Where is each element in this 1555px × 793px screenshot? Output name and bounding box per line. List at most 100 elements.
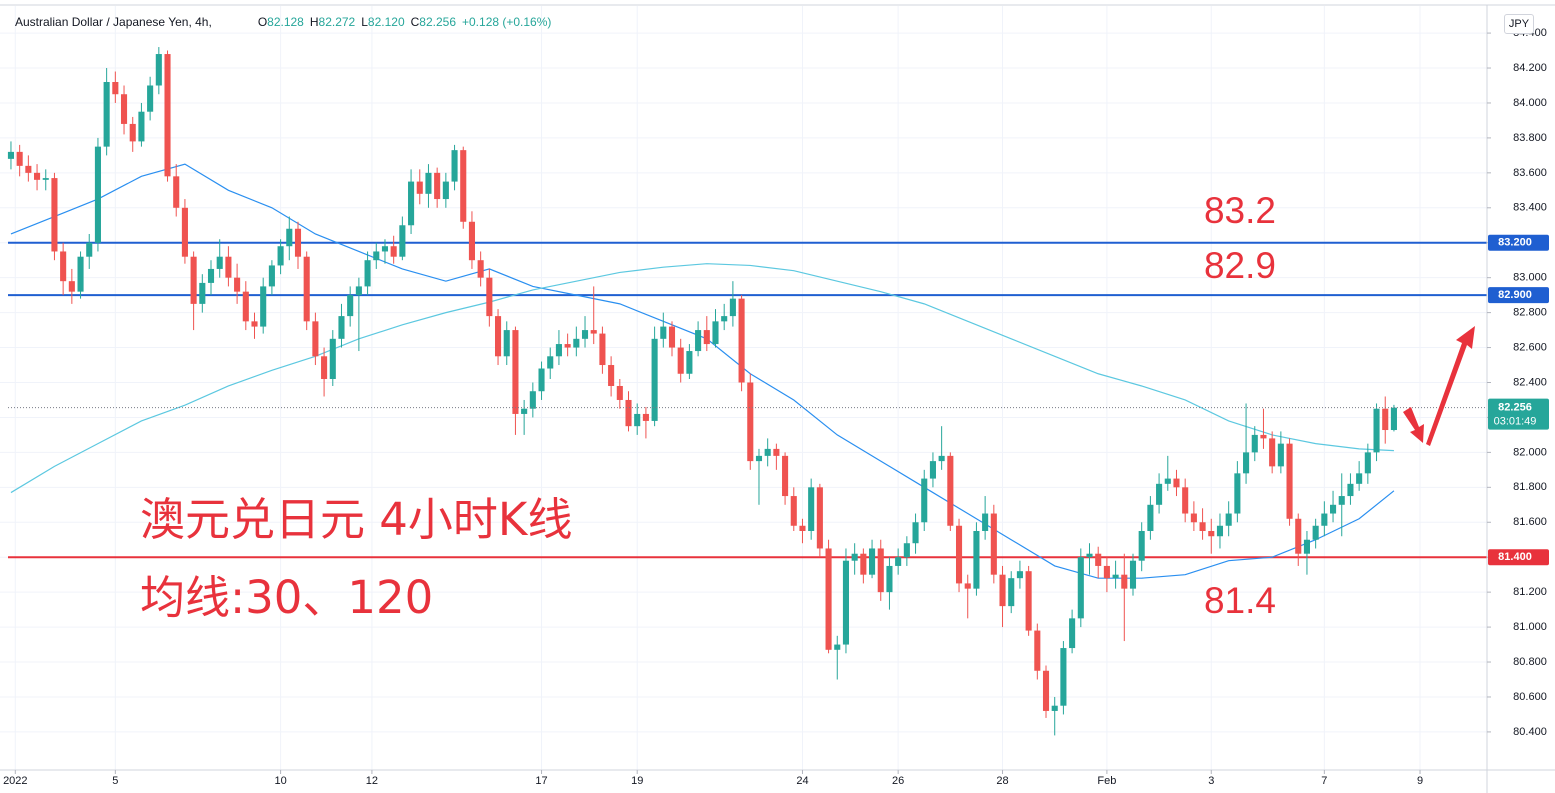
candle-body xyxy=(1051,705,1058,711)
ohlc-low: L 82.120 xyxy=(361,15,404,29)
candle-body xyxy=(329,338,336,380)
candle-body xyxy=(77,256,84,292)
candle-body xyxy=(938,455,945,462)
candle-body xyxy=(1008,578,1015,607)
candle-body xyxy=(834,644,841,650)
x-tick-label: Feb xyxy=(1097,775,1116,787)
candle-body xyxy=(477,260,484,278)
x-tick-label: 24 xyxy=(796,775,808,787)
level-axis-box xyxy=(1488,549,1549,566)
candle-body xyxy=(790,496,797,526)
candle-body xyxy=(1016,571,1023,579)
ohlc-key: H xyxy=(309,15,319,29)
candle-body xyxy=(1303,539,1310,554)
candle-body xyxy=(147,85,154,112)
candle-body xyxy=(408,181,415,226)
candle-body xyxy=(1347,483,1354,497)
candle-body xyxy=(964,583,971,589)
candle-body xyxy=(155,54,162,86)
candle-body xyxy=(668,326,676,348)
candle-body xyxy=(886,565,893,593)
symbol-title: Australian Dollar / Japanese Yen, 4h, xyxy=(15,15,212,29)
candle-body xyxy=(1321,513,1328,526)
y-tick-label: 81.600 xyxy=(1513,516,1547,528)
candle-body xyxy=(486,277,493,317)
x-tick-label: 7 xyxy=(1321,775,1327,787)
candle-body xyxy=(695,330,702,352)
x-tick-label: 3 xyxy=(1208,775,1214,787)
candle-body xyxy=(1190,513,1197,523)
x-tick-label: 12 xyxy=(366,775,378,787)
plot xyxy=(7,47,1487,736)
candle-body xyxy=(277,246,284,266)
candle-body xyxy=(929,461,936,479)
candle-body xyxy=(755,455,763,462)
candle-body xyxy=(1295,518,1302,554)
candle-body xyxy=(1025,571,1032,631)
x-tick-label: 28 xyxy=(996,775,1008,787)
candle-body xyxy=(1225,513,1232,526)
ohlc-key: L xyxy=(361,15,368,29)
x-tick-label: 26 xyxy=(892,775,904,787)
y-tick-label: 83.000 xyxy=(1513,272,1547,284)
candle-body xyxy=(625,399,632,427)
candle-body xyxy=(512,330,519,414)
candle-body xyxy=(1147,504,1154,531)
candle-body xyxy=(660,326,667,339)
level-axis-box xyxy=(1488,234,1549,251)
candle-body xyxy=(1069,618,1076,649)
level-axis-label: 81.400 xyxy=(1498,551,1532,563)
candle-body xyxy=(955,525,963,584)
candle-body xyxy=(842,560,850,645)
candle-body xyxy=(1138,530,1145,561)
candle-body xyxy=(434,172,441,200)
candle-body xyxy=(190,256,197,304)
candle-body xyxy=(686,351,693,374)
candle-body xyxy=(912,522,919,544)
candle-body xyxy=(1095,553,1102,566)
candle-body xyxy=(799,525,806,531)
y-tick-label: 81.000 xyxy=(1513,621,1547,633)
candle-body xyxy=(1060,648,1067,706)
candle-body xyxy=(599,333,606,366)
arrow-down xyxy=(1403,407,1424,443)
candle-body xyxy=(616,385,623,400)
candle-body xyxy=(321,356,328,380)
level-annotation: 82.9 xyxy=(1204,245,1276,286)
y-tick-label: 82.000 xyxy=(1513,446,1547,458)
candle-body xyxy=(1260,434,1267,439)
ohlc-key: O xyxy=(257,15,268,29)
y-tick-label: 83.400 xyxy=(1513,202,1547,214)
candle-body xyxy=(651,338,658,421)
candle-body xyxy=(1390,407,1397,431)
candle-body xyxy=(460,150,467,222)
candle-body xyxy=(503,330,510,357)
candle-body xyxy=(860,553,867,575)
y-tick-label: 82.600 xyxy=(1513,341,1547,353)
candle-body xyxy=(207,268,215,283)
candle-body xyxy=(1338,496,1345,505)
level-axis-label: 83.200 xyxy=(1498,237,1532,249)
candle-body xyxy=(869,548,876,575)
candle-body xyxy=(1121,574,1128,589)
y-tick-label: 80.600 xyxy=(1513,691,1547,703)
candle-body xyxy=(573,338,580,348)
candle-body xyxy=(173,176,180,208)
candle-body xyxy=(1216,525,1224,537)
candle-body xyxy=(773,448,780,456)
level-axis-label: 82.900 xyxy=(1498,289,1532,301)
candle-body xyxy=(1286,443,1293,519)
candle-body xyxy=(1034,630,1041,671)
candle-body xyxy=(851,553,858,561)
ohlc-open: O 82.128 xyxy=(258,15,304,29)
candle-body xyxy=(973,530,980,589)
x-tick-label: 2022 xyxy=(3,775,27,787)
arrow-up xyxy=(1426,326,1475,446)
candle-body xyxy=(181,207,188,257)
candle-body xyxy=(416,181,423,194)
candle-body xyxy=(286,228,293,247)
candle-body xyxy=(242,291,249,322)
currency-button[interactable]: JPY xyxy=(1504,14,1534,34)
candle-body xyxy=(564,344,571,348)
